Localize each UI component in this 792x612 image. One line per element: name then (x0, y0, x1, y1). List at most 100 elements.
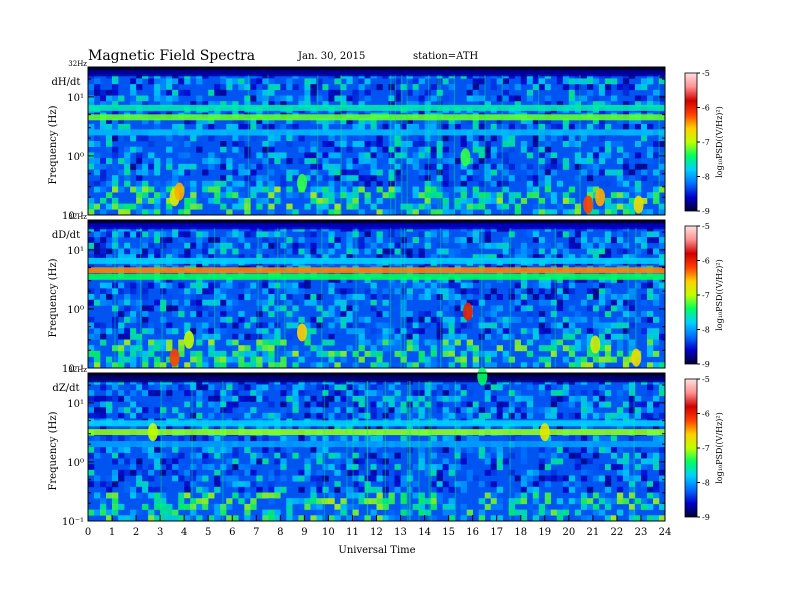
colorbar-label: log₁₀PSD((V/Hz)²) (715, 412, 724, 484)
top-frequency-label: 32Hz (68, 366, 87, 374)
vertical-streak (160, 381, 162, 521)
vertical-streak (257, 228, 259, 368)
y-tick-label: 10⁰ (67, 152, 84, 163)
vertical-streak (454, 381, 457, 521)
spectral-band (88, 257, 665, 264)
y-axis-label: Frequency (Hz) (48, 105, 59, 184)
spectral-band (88, 104, 665, 111)
vertical-streak (635, 228, 637, 368)
x-tick-label: 8 (277, 527, 283, 538)
panel-frame (87, 219, 666, 369)
spectral-band (88, 114, 665, 121)
vertical-streak (627, 228, 629, 368)
panel-component-label: dH/dt (52, 77, 81, 88)
spectral-band (88, 70, 665, 77)
vertical-streak (247, 75, 250, 215)
colorbar-tick-label: -5 (702, 375, 710, 384)
vertical-streak (114, 228, 116, 368)
spectral-band (88, 376, 665, 383)
vertical-streak (222, 381, 224, 521)
x-tick-label: 6 (229, 527, 235, 538)
spectral-band (88, 429, 665, 436)
spectral-band (88, 441, 665, 448)
x-tick-label: 5 (205, 527, 211, 538)
x-tick-label: 24 (659, 527, 672, 538)
vertical-streak (579, 75, 581, 215)
vertical-streak (366, 381, 369, 521)
spectral-burst (297, 323, 307, 342)
vertical-streak (501, 75, 503, 215)
spectral-burst (595, 188, 606, 207)
colorbar-tick-label: -5 (702, 69, 710, 78)
vertical-streak (161, 228, 163, 368)
y-tick-label: 10⁻¹ (62, 517, 84, 528)
vertical-streak (191, 381, 193, 521)
y-tick-label: 10¹ (67, 93, 84, 104)
x-tick-label: 4 (181, 527, 187, 538)
colorbar (684, 378, 698, 518)
x-tick-label: 15 (442, 527, 455, 538)
spectral-burst (631, 348, 642, 367)
colorbar-tick-label: -7 (702, 291, 710, 300)
x-tick-label: 7 (253, 527, 259, 538)
vertical-streak (323, 381, 325, 521)
spectral-band (88, 223, 665, 230)
spectral-burst (583, 195, 594, 214)
x-tick-label: 17 (490, 527, 503, 538)
panel-dz-dt: 32Hz dZ/dt Frequency (Hz) 10¹ 10⁰ 10⁻¹ -5 -6 -7 -… (48, 366, 724, 528)
vertical-streak (633, 381, 635, 521)
spectrogram-panels: 32Hz dH/dt Frequency (Hz) 10¹ 10⁰ 10⁻¹ -5 -6 -7 -… (48, 60, 724, 528)
x-tick-label: 1 (109, 527, 115, 538)
x-tick-label: 23 (635, 527, 648, 538)
spectral-burst (460, 148, 471, 167)
vertical-streak (366, 381, 369, 521)
vertical-streak (439, 75, 441, 215)
date-label: Jan. 30, 2015 (297, 51, 365, 62)
vertical-streak (213, 228, 216, 368)
vertical-streak (409, 381, 411, 521)
colorbar (684, 225, 698, 365)
y-tick-label: 10¹ (67, 246, 84, 257)
spectral-band (88, 420, 665, 427)
vertical-streak (538, 75, 540, 215)
x-tick-label: 12 (370, 527, 383, 538)
spectral-burst (590, 335, 601, 354)
vertical-streak (340, 75, 342, 215)
vertical-streak (355, 228, 357, 368)
station-label: station=ATH (413, 51, 479, 62)
vertical-streak (428, 381, 430, 521)
x-tick-label: 9 (301, 527, 307, 538)
top-frequency-label: 32Hz (68, 213, 87, 221)
x-tick-label: 19 (538, 527, 551, 538)
vertical-streak (267, 75, 269, 215)
y-axis-label: Frequency (Hz) (48, 258, 59, 337)
vertical-streak (437, 75, 439, 215)
x-tick-label: 13 (394, 527, 407, 538)
figure-title: Magnetic Field Spectra (88, 48, 255, 64)
vertical-streak (321, 228, 323, 368)
vertical-streak (401, 75, 403, 215)
vertical-streak (352, 381, 354, 521)
panel-frame (87, 66, 666, 216)
y-tick-label: 10⁰ (67, 305, 84, 316)
colorbar-tick-label: -7 (702, 444, 710, 453)
vertical-streak (400, 228, 402, 368)
x-tick-label: 11 (346, 527, 359, 538)
x-tick-label: 16 (466, 527, 479, 538)
spectral-burst (462, 302, 473, 321)
spectral-burst (169, 348, 180, 367)
vertical-streak (384, 381, 386, 521)
x-tick-label: 20 (562, 527, 575, 538)
vertical-streak (284, 228, 286, 368)
vertical-streak (509, 381, 511, 521)
panel-component-label: dD/dt (52, 230, 80, 241)
x-axis: 0 1 2 3 4 5 6 7 8 9 10 11 12 13 14 15 16 17 18 19 20 21 22 23 24 (85, 515, 672, 538)
x-tick-label: 21 (587, 527, 600, 538)
colorbar-label: log₁₀PSD((V/Hz)²) (715, 106, 724, 178)
vertical-streak (409, 381, 411, 521)
vertical-streak (427, 75, 430, 215)
spectrogram-texture (88, 373, 666, 522)
x-tick-label: 3 (157, 527, 163, 538)
colorbar-tick-label: -5 (702, 222, 710, 231)
